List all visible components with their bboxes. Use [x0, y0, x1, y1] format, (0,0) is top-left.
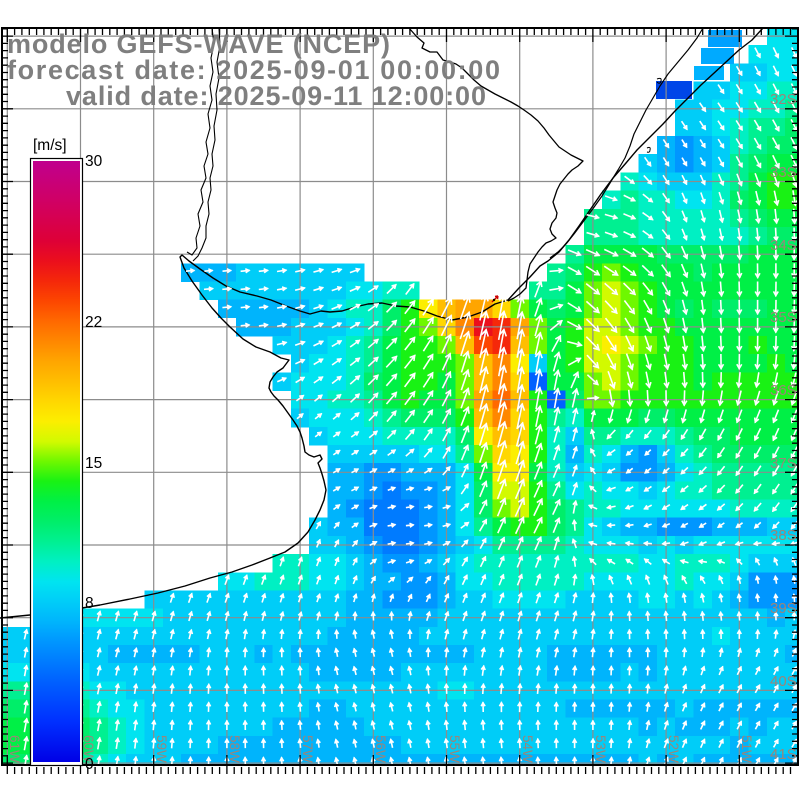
svg-text:valid date: 2025-09-11 12:00:0: valid date: 2025-09-11 12:00:00: [66, 81, 486, 111]
svg-text:[m/s]: [m/s]: [33, 137, 67, 154]
svg-text:59W: 59W: [154, 735, 169, 763]
svg-text:35S: 35S: [770, 309, 797, 326]
svg-text:61W: 61W: [7, 735, 22, 763]
svg-text:60W: 60W: [81, 735, 96, 763]
svg-text:54W: 54W: [520, 735, 535, 763]
svg-text:0: 0: [85, 756, 94, 773]
svg-text:53W: 53W: [593, 735, 608, 763]
svg-text:modelo GEFS-WAVE (NCEP): modelo GEFS-WAVE (NCEP): [7, 29, 390, 59]
svg-text:40S: 40S: [770, 673, 797, 690]
svg-text:56W: 56W: [373, 735, 388, 763]
svg-text:22: 22: [85, 314, 102, 331]
svg-text:36S: 36S: [770, 382, 797, 399]
svg-text:41S: 41S: [770, 746, 797, 763]
svg-text:39S: 39S: [770, 600, 797, 617]
svg-text:34S: 34S: [770, 237, 797, 254]
svg-text:51W: 51W: [739, 735, 754, 763]
svg-text:55W: 55W: [447, 735, 462, 763]
svg-text:15: 15: [85, 455, 102, 472]
svg-text:38S: 38S: [770, 527, 797, 544]
svg-text:52W: 52W: [666, 735, 681, 763]
svg-text:58W: 58W: [227, 735, 242, 763]
svg-text:32S: 32S: [770, 91, 797, 108]
svg-text:8: 8: [85, 595, 94, 612]
svg-text:33S: 33S: [770, 164, 797, 181]
svg-text:37S: 37S: [770, 455, 797, 472]
svg-text:forecast date: 2025-09-01 00:0: forecast date: 2025-09-01 00:00:00: [7, 55, 500, 85]
svg-text:57W: 57W: [300, 735, 315, 763]
svg-text:30: 30: [85, 153, 103, 170]
